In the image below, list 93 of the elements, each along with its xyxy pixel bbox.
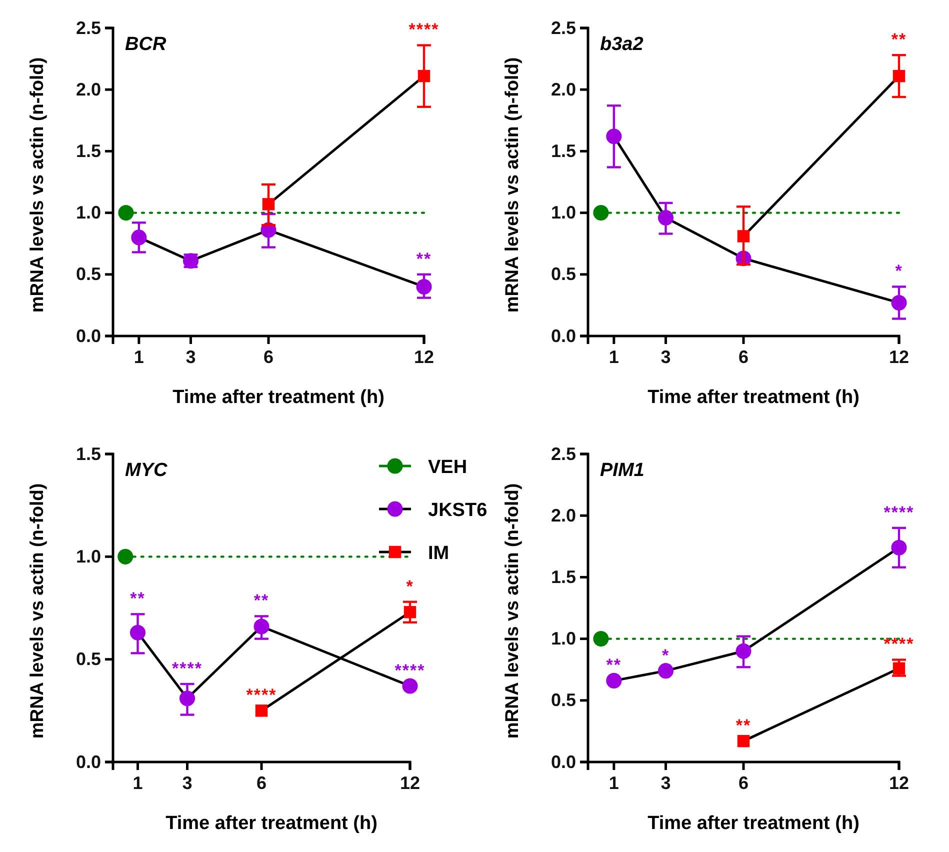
annotation: **	[606, 656, 622, 675]
point	[131, 230, 147, 246]
y-tick-label: 0.5	[76, 649, 101, 670]
y-tick-label: 1.0	[550, 202, 576, 223]
point	[130, 624, 146, 640]
point	[255, 704, 268, 717]
annotation: *	[406, 576, 414, 596]
annotation: ****	[884, 502, 914, 522]
x-tick-label: 6	[738, 772, 749, 793]
x-tick-label: 3	[660, 772, 671, 793]
y-tick-label: 0.0	[76, 326, 101, 346]
y-tick-label: 2.0	[76, 79, 101, 100]
y-tick-label: 0.5	[76, 264, 101, 284]
point	[593, 205, 609, 221]
point	[737, 734, 750, 748]
y-axis-title: mRNA levels vs actin (n-fold)	[26, 483, 47, 739]
x-axis-title: Time after treatment (h)	[648, 387, 860, 408]
y-tick-label: 1.5	[550, 140, 576, 161]
x-axis-title: Time after treatment (h)	[166, 813, 378, 834]
y-axis-title: mRNA levels vs actin (n-fold)	[26, 57, 47, 313]
x-tick-label: 12	[888, 346, 910, 367]
y-tick-label: 1.0	[550, 628, 576, 649]
y-tick-label: 0.5	[550, 264, 576, 284]
annotation: **	[891, 30, 907, 50]
point	[593, 631, 609, 647]
point	[179, 690, 196, 706]
legend-label: VEH	[428, 457, 468, 478]
y-axis-title: mRNA levels vs actin (n-fold)	[501, 57, 522, 313]
x-tick-label: 3	[186, 346, 196, 367]
chart-title: b3a2	[600, 34, 644, 55]
y-tick-label: 2.0	[550, 79, 576, 100]
point	[892, 70, 906, 82]
point	[736, 643, 752, 659]
y-tick-label: 0.0	[550, 326, 576, 346]
x-tick-label: 1	[132, 772, 143, 793]
annotation: ****	[408, 20, 440, 40]
annotation: *	[662, 646, 670, 665]
x-tick-label: 12	[888, 772, 910, 793]
annotation: ****	[172, 658, 202, 678]
y-tick-label: 1.0	[76, 202, 101, 223]
annotation: **	[736, 716, 752, 736]
x-tick-label: 6	[738, 346, 749, 367]
point	[418, 70, 430, 82]
x-tick-label: 12	[400, 772, 420, 793]
y-tick-label: 0.0	[550, 752, 576, 772]
point	[262, 198, 275, 210]
annotation: **	[416, 249, 432, 268]
chart-title: BCR	[125, 34, 166, 55]
x-tick-label: 3	[660, 346, 671, 367]
annotation: ****	[394, 661, 426, 680]
y-tick-label: 2.5	[550, 18, 576, 38]
y-tick-label: 1.5	[550, 566, 576, 587]
legend-label: JKST6	[428, 500, 488, 521]
y-tick-label: 0.5	[550, 690, 576, 710]
point	[658, 210, 674, 226]
y-tick-label: 0.0	[76, 752, 101, 772]
point	[416, 278, 432, 294]
y-tick-label: 2.5	[76, 18, 101, 38]
y-tick-label: 1.5	[76, 140, 101, 161]
x-tick-label: 12	[414, 346, 434, 367]
annotation: **	[254, 591, 270, 610]
x-tick-label: 6	[263, 346, 274, 367]
point	[606, 672, 622, 688]
point	[606, 128, 622, 144]
y-tick-label: 1.5	[76, 444, 101, 464]
point	[402, 678, 418, 694]
y-tick-label: 2.5	[550, 444, 576, 464]
x-axis-title: Time after treatment (h)	[648, 813, 860, 834]
point	[892, 662, 906, 674]
y-tick-label: 1.0	[76, 546, 101, 566]
point	[737, 230, 750, 242]
x-tick-label: 1	[608, 772, 619, 793]
x-tick-label: 6	[256, 772, 267, 793]
y-tick-label: 2.0	[550, 505, 576, 526]
annotation: ****	[884, 634, 914, 654]
y-axis-title: mRNA levels vs actin (n-fold)	[501, 483, 522, 739]
annotation: *	[895, 262, 903, 281]
annotation: **	[130, 589, 146, 608]
legend-label: IM	[428, 543, 450, 564]
point	[118, 205, 134, 221]
chart-title: PIM1	[600, 460, 644, 481]
x-tick-label: 1	[608, 346, 619, 367]
point	[118, 548, 134, 564]
point	[891, 294, 907, 310]
chart-title: MYC	[125, 460, 168, 481]
point	[254, 618, 270, 634]
x-tick-label: 3	[182, 772, 192, 793]
x-axis-title: Time after treatment (h)	[172, 387, 384, 408]
point	[658, 663, 674, 679]
point	[891, 540, 907, 556]
annotation: ****	[246, 686, 277, 705]
x-tick-label: 1	[134, 346, 144, 367]
point	[404, 606, 416, 618]
